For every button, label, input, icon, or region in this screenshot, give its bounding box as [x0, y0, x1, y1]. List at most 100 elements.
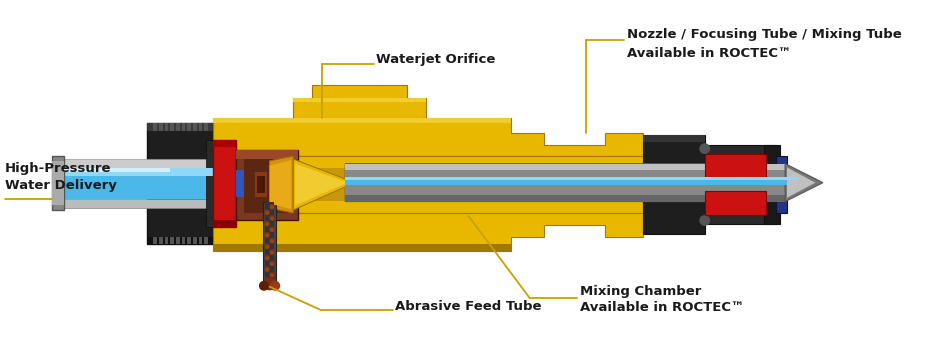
Polygon shape	[164, 237, 168, 244]
Circle shape	[266, 246, 269, 249]
Circle shape	[265, 278, 269, 282]
Polygon shape	[206, 140, 219, 227]
Polygon shape	[775, 156, 787, 213]
Polygon shape	[345, 164, 799, 202]
Polygon shape	[57, 168, 213, 176]
Circle shape	[700, 144, 710, 153]
Polygon shape	[213, 244, 511, 251]
Polygon shape	[345, 164, 785, 170]
Circle shape	[259, 281, 268, 290]
Circle shape	[270, 204, 274, 208]
Text: Waterjet Orifice: Waterjet Orifice	[376, 53, 496, 66]
Polygon shape	[237, 150, 298, 159]
Polygon shape	[187, 237, 191, 244]
Polygon shape	[146, 123, 213, 244]
Circle shape	[266, 257, 269, 260]
Polygon shape	[345, 195, 785, 202]
Circle shape	[266, 234, 269, 237]
Polygon shape	[57, 168, 213, 199]
Polygon shape	[643, 135, 705, 234]
Polygon shape	[787, 168, 815, 198]
Polygon shape	[176, 123, 180, 131]
Polygon shape	[270, 160, 292, 209]
Polygon shape	[236, 170, 246, 197]
Circle shape	[266, 223, 269, 226]
Polygon shape	[146, 123, 213, 131]
Polygon shape	[643, 135, 705, 142]
Circle shape	[271, 251, 274, 254]
Polygon shape	[159, 237, 162, 244]
Circle shape	[266, 280, 269, 282]
Polygon shape	[705, 145, 775, 224]
Polygon shape	[213, 213, 643, 251]
Text: Available in ROCTEC™: Available in ROCTEC™	[580, 301, 744, 314]
Text: High-Pressure: High-Pressure	[5, 162, 111, 175]
Polygon shape	[193, 237, 197, 244]
Polygon shape	[57, 159, 213, 168]
Circle shape	[270, 227, 274, 231]
Polygon shape	[785, 164, 823, 202]
Polygon shape	[294, 97, 426, 118]
Text: Abrasive Feed Tube: Abrasive Feed Tube	[395, 300, 542, 313]
Circle shape	[270, 261, 274, 265]
Circle shape	[271, 217, 274, 220]
Circle shape	[271, 274, 274, 277]
Polygon shape	[765, 145, 780, 224]
Polygon shape	[213, 118, 643, 156]
Circle shape	[271, 206, 274, 209]
Polygon shape	[193, 123, 197, 131]
Polygon shape	[213, 140, 237, 227]
Polygon shape	[52, 161, 65, 205]
Polygon shape	[164, 123, 168, 131]
Circle shape	[271, 240, 274, 243]
Polygon shape	[257, 176, 265, 193]
Circle shape	[270, 250, 274, 254]
Circle shape	[265, 233, 269, 237]
Polygon shape	[295, 164, 348, 205]
Circle shape	[265, 221, 269, 226]
Polygon shape	[265, 202, 275, 289]
Polygon shape	[52, 156, 65, 210]
Polygon shape	[213, 140, 237, 147]
Polygon shape	[237, 150, 298, 220]
Polygon shape	[313, 85, 407, 97]
Circle shape	[270, 216, 274, 220]
Polygon shape	[244, 156, 294, 213]
Polygon shape	[263, 202, 276, 289]
Polygon shape	[213, 168, 643, 201]
Polygon shape	[153, 237, 157, 244]
Text: Nozzle / Focusing Tube / Mixing Tube: Nozzle / Focusing Tube / Mixing Tube	[627, 28, 902, 41]
Circle shape	[700, 216, 710, 225]
Circle shape	[264, 278, 276, 289]
Polygon shape	[213, 118, 511, 123]
Polygon shape	[705, 191, 767, 215]
Polygon shape	[159, 123, 162, 131]
Polygon shape	[705, 154, 767, 178]
Polygon shape	[345, 170, 785, 195]
Polygon shape	[199, 123, 202, 131]
Text: Water Delivery: Water Delivery	[5, 179, 117, 192]
Polygon shape	[181, 237, 185, 244]
Polygon shape	[170, 123, 174, 131]
Polygon shape	[187, 123, 191, 131]
Circle shape	[271, 228, 274, 231]
Text: Available in ROCTEC™: Available in ROCTEC™	[627, 47, 791, 60]
Polygon shape	[345, 177, 799, 180]
Circle shape	[265, 255, 269, 259]
Circle shape	[265, 244, 269, 248]
Circle shape	[266, 211, 269, 214]
Polygon shape	[153, 123, 157, 131]
Polygon shape	[170, 237, 174, 244]
Polygon shape	[256, 172, 267, 197]
Polygon shape	[294, 159, 354, 210]
Polygon shape	[213, 221, 237, 227]
Polygon shape	[146, 237, 213, 244]
Polygon shape	[345, 179, 799, 185]
Polygon shape	[181, 123, 185, 131]
Polygon shape	[294, 97, 426, 102]
Polygon shape	[204, 237, 208, 244]
Circle shape	[271, 281, 279, 290]
Polygon shape	[176, 237, 180, 244]
Polygon shape	[204, 123, 208, 131]
Circle shape	[266, 268, 269, 271]
